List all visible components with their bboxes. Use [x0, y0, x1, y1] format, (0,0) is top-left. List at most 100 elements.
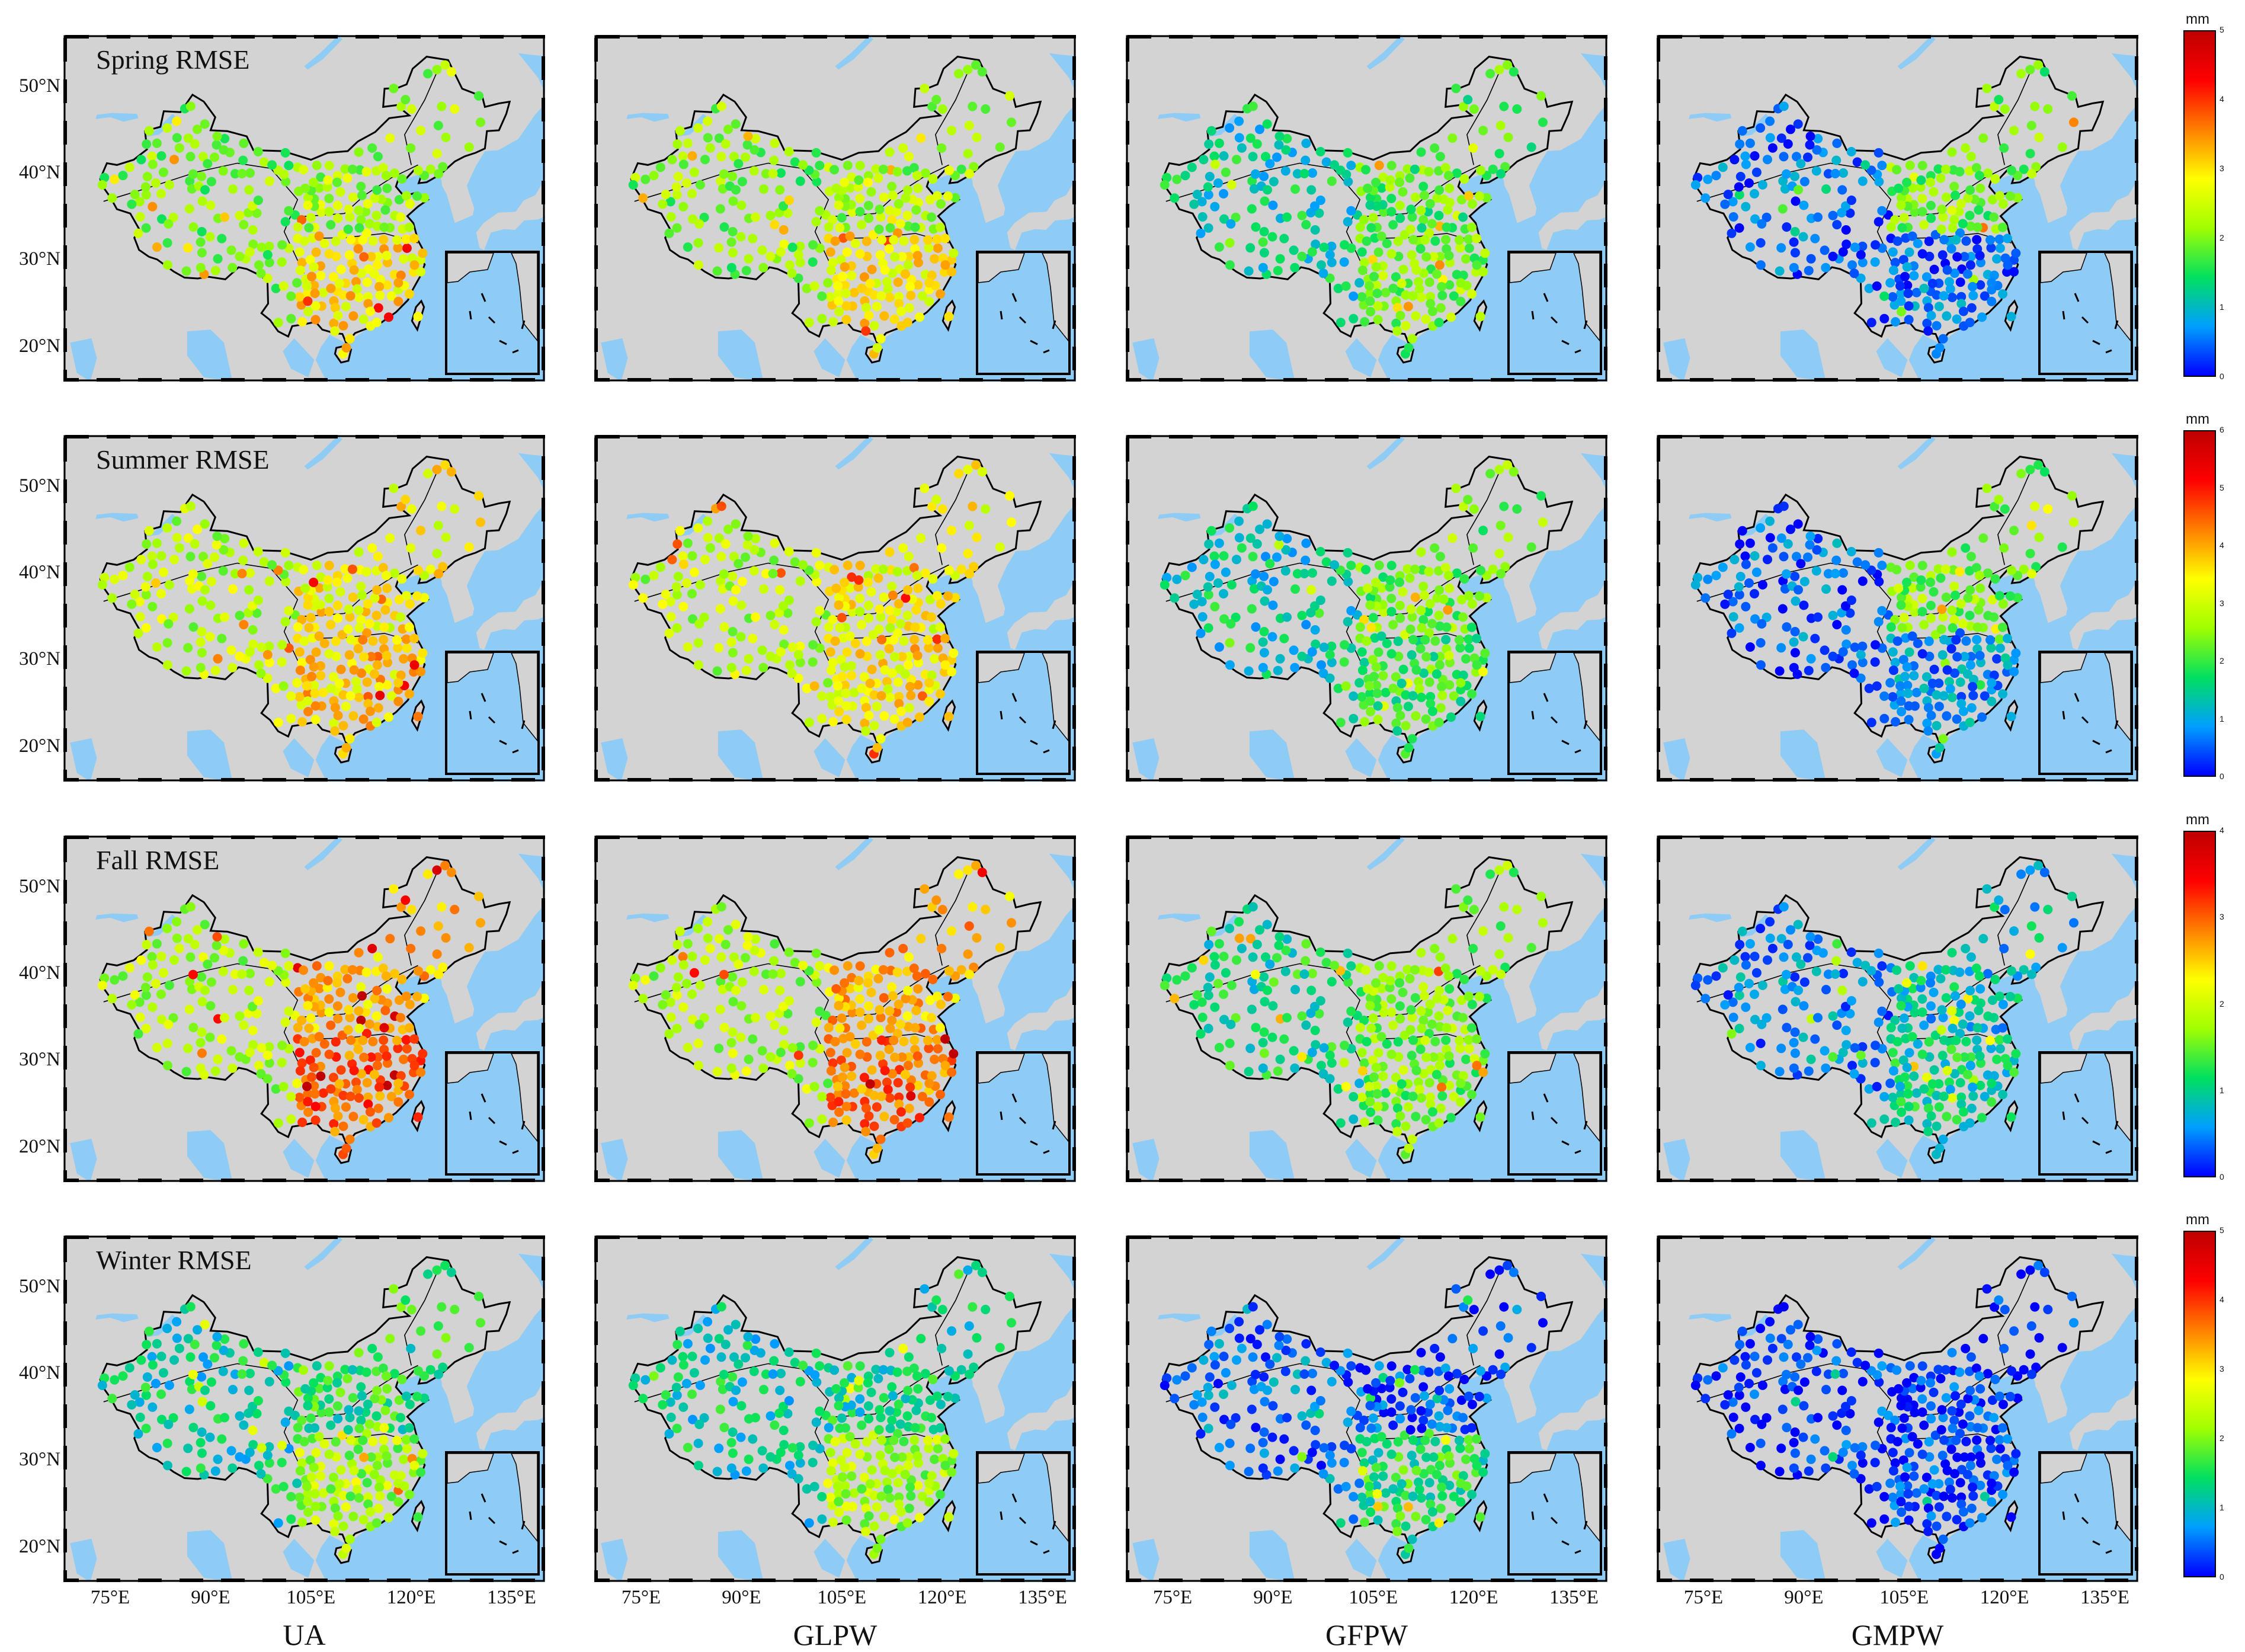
station-marker	[940, 267, 950, 277]
station-marker	[1832, 620, 1842, 630]
station-marker	[1170, 994, 1180, 1004]
station-marker	[384, 712, 393, 722]
station-marker	[879, 711, 889, 721]
station-marker	[1365, 1001, 1375, 1011]
station-marker	[293, 622, 303, 632]
station-marker	[1260, 196, 1270, 206]
station-marker	[1791, 596, 1801, 606]
station-marker	[140, 582, 150, 592]
station-marker	[956, 965, 966, 975]
station-marker	[300, 984, 310, 994]
station-marker	[1999, 143, 2009, 153]
station-marker	[257, 1043, 267, 1053]
station-marker	[894, 1092, 904, 1102]
station-marker	[815, 606, 825, 616]
station-marker	[1275, 654, 1285, 664]
station-marker	[1436, 303, 1446, 313]
station-marker	[1401, 1090, 1411, 1100]
station-marker	[1263, 585, 1272, 595]
station-marker	[1499, 902, 1509, 912]
station-marker	[888, 1391, 898, 1401]
station-marker	[386, 1491, 396, 1501]
station-marker	[1232, 555, 1241, 565]
station-marker	[1401, 721, 1411, 731]
station-marker	[936, 689, 945, 699]
station-marker	[903, 260, 913, 270]
station-marker	[1888, 247, 1898, 257]
station-marker	[1472, 260, 1482, 270]
station-marker	[1942, 265, 1952, 275]
station-marker	[863, 200, 873, 210]
station-marker	[649, 971, 659, 981]
station-marker	[328, 272, 338, 282]
station-marker	[184, 204, 194, 214]
station-marker	[913, 183, 923, 193]
station-marker	[682, 178, 691, 188]
station-marker	[857, 220, 867, 230]
station-marker	[326, 683, 336, 693]
station-marker	[682, 979, 691, 988]
station-marker	[450, 504, 460, 514]
station-marker	[1346, 561, 1356, 571]
station-marker	[1949, 615, 1959, 625]
station-marker	[885, 293, 895, 302]
station-marker	[1965, 1061, 1975, 1071]
station-marker	[1789, 1063, 1799, 1073]
station-marker	[344, 250, 354, 260]
station-marker	[776, 247, 786, 257]
station-marker	[940, 1034, 950, 1044]
station-marker	[667, 555, 677, 565]
station-marker	[862, 636, 872, 646]
station-marker	[887, 1416, 897, 1425]
station-marker	[197, 1372, 207, 1382]
station-marker	[396, 612, 406, 622]
station-marker	[965, 569, 975, 579]
station-marker	[1199, 555, 1209, 565]
station-marker	[354, 1423, 364, 1433]
station-marker	[127, 1400, 137, 1410]
station-marker	[950, 1393, 960, 1403]
station-marker	[823, 1478, 833, 1488]
station-marker	[1896, 696, 1906, 706]
station-marker	[107, 593, 117, 603]
station-marker	[815, 161, 825, 171]
station-marker	[855, 1394, 865, 1404]
station-marker	[736, 1032, 746, 1042]
station-marker	[1405, 625, 1415, 634]
station-marker	[312, 1361, 322, 1371]
station-marker	[874, 1025, 884, 1035]
station-marker	[1781, 569, 1791, 579]
station-marker	[316, 572, 326, 582]
station-marker	[379, 1435, 389, 1445]
station-marker	[136, 555, 146, 565]
station-marker	[802, 1484, 812, 1494]
station-marker	[162, 1438, 172, 1448]
station-marker	[1954, 1007, 1964, 1017]
station-marker	[1813, 612, 1823, 622]
station-marker	[1782, 222, 1792, 232]
station-marker	[884, 643, 894, 654]
station-marker	[893, 228, 902, 238]
station-marker	[316, 207, 326, 217]
station-marker	[348, 1112, 358, 1122]
station-marker	[1938, 212, 1948, 222]
station-marker	[1888, 647, 1898, 657]
station-marker	[406, 543, 416, 553]
station-marker	[748, 233, 758, 244]
station-marker	[1005, 891, 1014, 901]
latitude-label: 20°N	[18, 1535, 60, 1557]
station-marker	[433, 120, 443, 130]
station-marker	[1407, 734, 1417, 744]
station-marker	[1391, 1072, 1401, 1083]
station-marker	[1414, 284, 1424, 294]
station-marker	[1447, 934, 1458, 944]
station-marker	[1258, 262, 1268, 273]
station-marker	[1974, 571, 1984, 581]
station-marker	[144, 126, 154, 136]
station-marker	[1828, 1052, 1838, 1062]
station-marker	[334, 278, 344, 289]
station-marker	[964, 120, 974, 130]
station-marker	[1909, 172, 1919, 182]
station-marker	[127, 599, 137, 609]
station-marker	[759, 1385, 768, 1395]
